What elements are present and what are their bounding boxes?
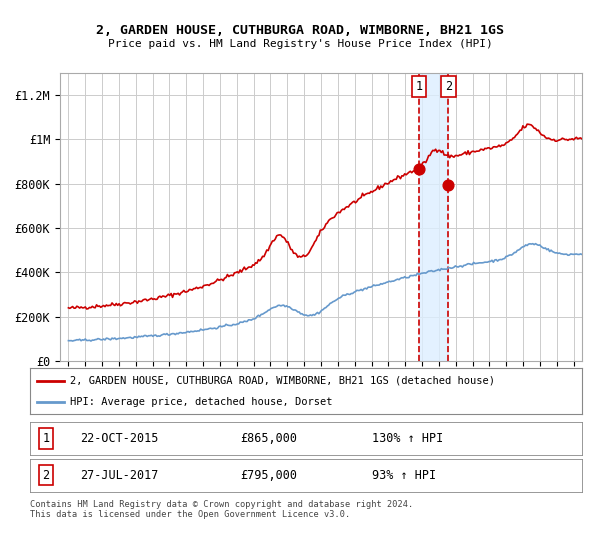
Text: 93% ↑ HPI: 93% ↑ HPI <box>372 469 436 482</box>
Text: 130% ↑ HPI: 130% ↑ HPI <box>372 432 443 445</box>
Text: 2: 2 <box>42 469 49 482</box>
Text: 1: 1 <box>42 432 49 445</box>
Bar <box>419 73 448 361</box>
Text: 27-JUL-2017: 27-JUL-2017 <box>80 469 158 482</box>
Point <box>443 180 453 189</box>
Point <box>414 165 424 174</box>
Text: 1: 1 <box>415 80 422 93</box>
Text: Contains HM Land Registry data © Crown copyright and database right 2024.
This d: Contains HM Land Registry data © Crown c… <box>30 500 413 519</box>
Text: £795,000: £795,000 <box>240 469 297 482</box>
Text: 2, GARDEN HOUSE, CUTHBURGA ROAD, WIMBORNE, BH21 1GS (detached house): 2, GARDEN HOUSE, CUTHBURGA ROAD, WIMBORN… <box>70 376 495 386</box>
Text: 22-OCT-2015: 22-OCT-2015 <box>80 432 158 445</box>
Text: HPI: Average price, detached house, Dorset: HPI: Average price, detached house, Dors… <box>70 397 332 407</box>
Text: 2: 2 <box>445 80 452 93</box>
Text: £865,000: £865,000 <box>240 432 297 445</box>
Text: Price paid vs. HM Land Registry's House Price Index (HPI): Price paid vs. HM Land Registry's House … <box>107 39 493 49</box>
Text: 2, GARDEN HOUSE, CUTHBURGA ROAD, WIMBORNE, BH21 1GS: 2, GARDEN HOUSE, CUTHBURGA ROAD, WIMBORN… <box>96 24 504 36</box>
